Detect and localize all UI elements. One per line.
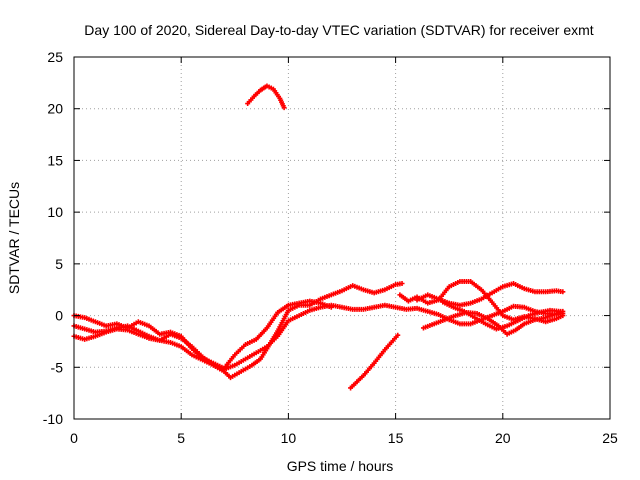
x-tick-label: 25	[602, 430, 618, 446]
data-series	[71, 83, 566, 391]
series-track-5	[71, 298, 334, 371]
y-tick-label: -10	[43, 411, 63, 427]
y-axis-label: SDTVAR / TECUs	[6, 182, 22, 294]
x-tick-label: 0	[70, 430, 78, 446]
y-tick-label: 20	[47, 101, 63, 117]
x-axis-label: GPS time / hours	[287, 458, 394, 474]
y-tick-label: -5	[51, 359, 64, 375]
data-point	[281, 105, 287, 111]
y-tick-label: 5	[55, 256, 63, 272]
x-tick-label: 5	[177, 430, 185, 446]
chart-title: Day 100 of 2020, Sidereal Day-to-day VTE…	[84, 22, 593, 38]
x-tick-label: 10	[281, 430, 297, 446]
x-tick-label: 20	[495, 430, 511, 446]
data-point	[558, 308, 564, 314]
grid	[74, 57, 610, 419]
data-point	[399, 281, 405, 287]
data-point	[328, 304, 334, 310]
plot-frame	[73, 56, 611, 420]
y-tick-label: 15	[47, 152, 63, 168]
series-track-9	[440, 299, 564, 332]
data-point	[560, 289, 566, 295]
series-track-3	[245, 83, 287, 111]
axis-ticks: 0 5 10 15 20 25 -10 -5 0 5 10 15 20 25	[43, 49, 618, 446]
data-point	[395, 332, 401, 338]
y-tick-label: 25	[47, 49, 63, 65]
series-track-7	[414, 281, 566, 308]
y-tick-label: 0	[55, 308, 63, 324]
series-track-4	[348, 332, 401, 391]
x-tick-label: 15	[388, 430, 404, 446]
y-tick-label: 10	[47, 204, 63, 220]
